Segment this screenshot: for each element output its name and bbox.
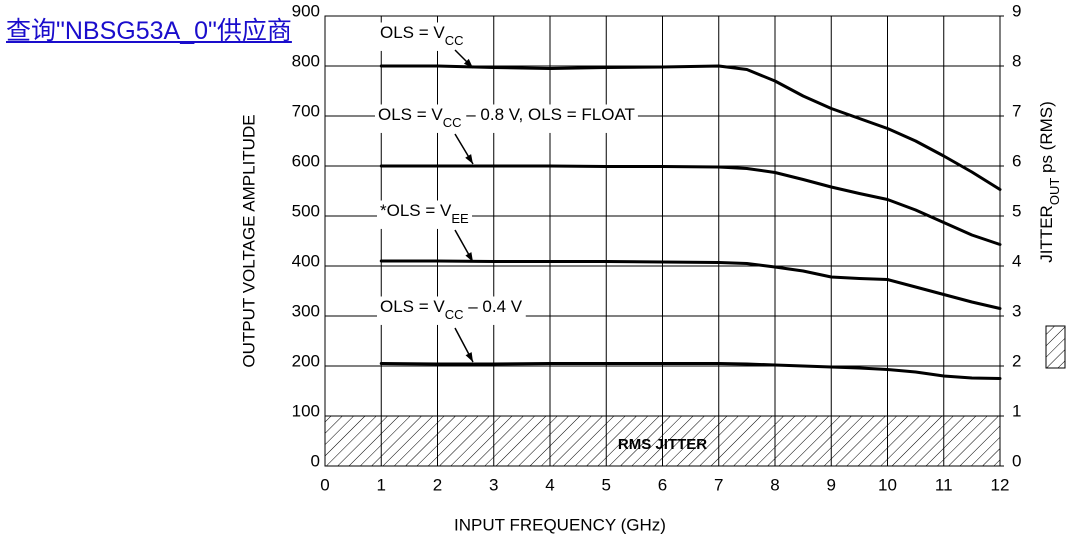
arrow-head <box>463 58 473 68</box>
y-tick-label: 0 <box>311 451 320 470</box>
curve <box>379 362 1002 380</box>
y-tick-label: 600 <box>292 151 320 170</box>
curve <box>379 164 1002 246</box>
y2-tick-label: 1 <box>1012 401 1021 420</box>
y2-tick-label: 0 <box>1012 451 1021 470</box>
x-tick-label: 4 <box>545 475 554 494</box>
annotation-background <box>377 296 526 325</box>
subscript: CC <box>445 33 464 48</box>
arrow-head <box>465 252 473 262</box>
x-tick-label: 7 <box>714 475 723 494</box>
x-tick-label: 1 <box>377 475 386 494</box>
annotation: OLS = VCC – 0.4 V <box>380 297 523 321</box>
curve <box>379 64 1002 191</box>
y2-tick-label: 8 <box>1012 51 1021 70</box>
subscript: CC <box>445 307 464 322</box>
text-part: – 0.8 V, OLS = FLOAT <box>462 105 635 124</box>
y2-tick-label: 9 <box>1012 1 1021 20</box>
curve <box>379 259 1002 310</box>
y-tick-label: 200 <box>292 351 320 370</box>
y2-tick-label: 4 <box>1012 251 1021 270</box>
y2-tick-label: 7 <box>1012 101 1021 120</box>
y-tick-label: 900 <box>292 1 320 20</box>
jitter-legend-swatch <box>1045 325 1066 369</box>
y-tick-label: 700 <box>292 101 320 120</box>
annotation-background <box>377 22 467 51</box>
text-part: OLS = V <box>380 297 445 316</box>
x-tick-label: 11 <box>935 475 953 494</box>
y2-axis-label: JITTEROUT ps (RMS) <box>1037 101 1061 263</box>
annotation-background <box>375 104 638 133</box>
text-part: OLS = V <box>378 105 443 124</box>
x-tick-label: 5 <box>602 475 611 494</box>
y-tick-label: 400 <box>292 251 320 270</box>
x-tick-label: 6 <box>658 475 667 494</box>
x-tick-label: 2 <box>433 475 442 494</box>
y2-tick-label: 2 <box>1012 351 1021 370</box>
x-tick-label: 9 <box>827 475 836 494</box>
x-tick-label: 10 <box>878 475 897 494</box>
y2-tick-label: 6 <box>1012 151 1021 170</box>
annotation-background <box>377 200 473 229</box>
x-tick-label: 0 <box>320 475 329 494</box>
text-part: ps (RMS) <box>1037 101 1056 178</box>
y-tick-label: 300 <box>292 301 320 320</box>
text-part: *OLS = V <box>380 201 452 220</box>
supplier-link[interactable]: 查询"NBSG53A_0"供应商 <box>6 17 292 45</box>
y2-tick-label: 5 <box>1012 201 1021 220</box>
text-part: OLS = V <box>380 23 445 42</box>
y-tick-label: 800 <box>292 51 320 70</box>
text-part: – 0.4 V <box>464 297 523 316</box>
arrow-head <box>465 352 473 362</box>
y-tick-label: 100 <box>292 401 320 420</box>
annotation: OLS = VCC <box>380 23 464 47</box>
subscript: CC <box>443 115 462 130</box>
arrow-head <box>465 154 473 164</box>
y2-tick-label: 3 <box>1012 301 1021 320</box>
x-axis-label: INPUT FREQUENCY (GHz) <box>454 515 666 534</box>
y-axis-label: OUTPUT VOLTAGE AMPLITUDE <box>239 114 258 367</box>
subscript: EE <box>451 211 469 226</box>
x-tick-label: 8 <box>770 475 779 494</box>
x-tick-label: 12 <box>991 475 1010 494</box>
annotation: OLS = VCC – 0.8 V, OLS = FLOAT <box>378 105 635 129</box>
subscript: OUT <box>1047 178 1062 206</box>
text-part: JITTER <box>1037 205 1056 263</box>
annotation: *OLS = VEE <box>380 201 469 225</box>
x-tick-label: 3 <box>489 475 498 494</box>
y-tick-label: 500 <box>292 201 320 220</box>
